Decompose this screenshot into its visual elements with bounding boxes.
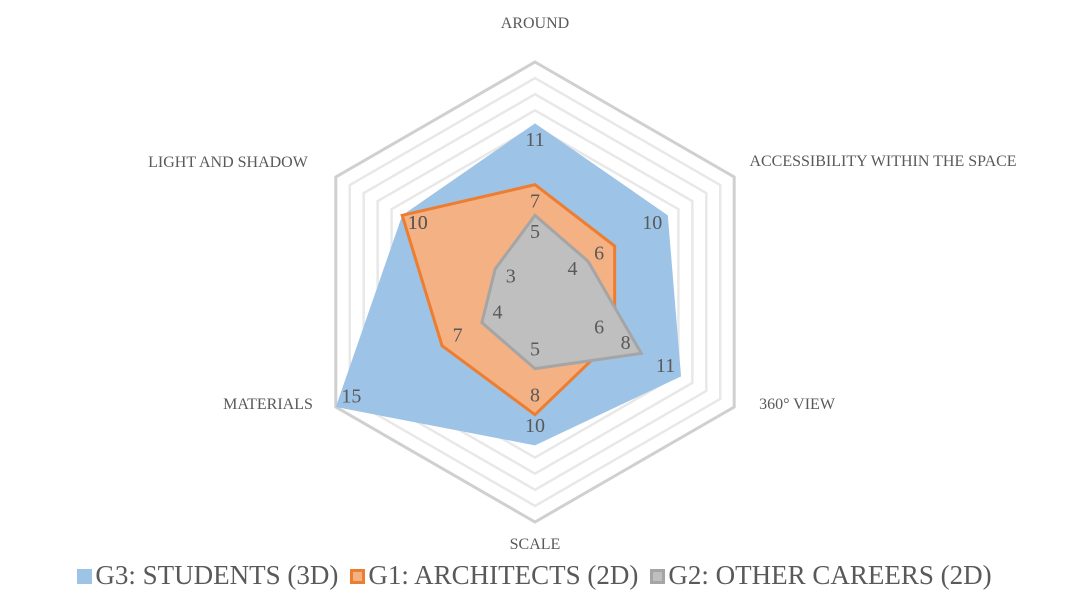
legend-text: G2: OTHER CAREERS (2D) [668,560,992,590]
data-label: 11 [525,129,544,151]
legend-text: G1: ARCHITECTS (2D) [368,560,639,590]
category-label: SCALE [509,536,561,553]
data-label: 7 [530,190,540,212]
category-label: 360° VIEW [759,396,835,413]
data-label: 6 [594,243,604,265]
series-area [480,213,644,371]
legend-swatch [350,569,366,584]
category-label: AROUND [500,15,570,32]
grid-ring [376,108,694,476]
data-label: 4 [492,301,502,323]
data-label: 3 [506,266,516,288]
grid-ring [390,124,680,460]
legend-swatch [77,569,93,584]
data-label: 15 [341,386,361,408]
data-label: 6 [594,317,604,339]
category-label: ACCESSIBILITY WITHIN THE SPACE [749,153,1017,170]
data-label: 11 [656,355,675,377]
legend-item: G2: OTHER CAREERS (2D) [650,560,992,591]
category-label: LIGHT AND SHADOW [148,154,308,171]
category-label: MATERIALS [223,396,313,413]
data-label: 10 [408,212,428,234]
legend: G3: STUDENTS (3D) G1: ARCHITECTS (2D) G2: … [0,560,1069,591]
grid-ring [348,76,722,508]
data-label: 5 [530,338,540,360]
legend-text: G3: STUDENTS (3D) [95,560,339,590]
grid-ring [334,60,736,524]
data-label: 10 [408,212,428,234]
data-label: 5 [530,221,540,243]
data-label: 10 [642,212,662,234]
legend-swatch [650,569,666,584]
data-label: 8 [621,332,631,354]
data-label: 4 [568,258,578,280]
grid-ring [362,92,708,492]
legend-item: G1: ARCHITECTS (2D) [350,560,638,591]
legend-item: G3: STUDENTS (3D) [77,560,338,591]
data-label: 8 [530,384,540,406]
data-label: 10 [525,415,545,437]
data-label: 7 [453,324,463,346]
